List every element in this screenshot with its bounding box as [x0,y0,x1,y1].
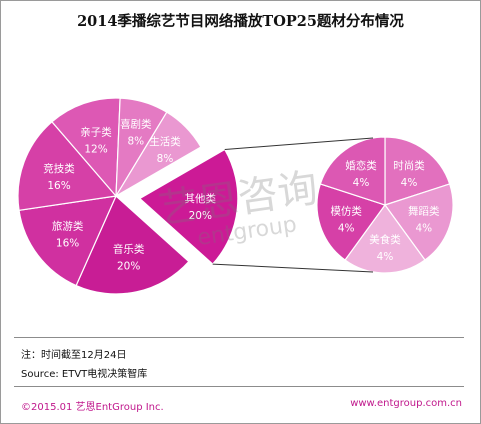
slice-value-main-0: 20% [189,210,212,222]
slice-label-main-2: 旅游类 [52,220,84,233]
detail-slice-3 [316,183,386,261]
main-slice-6 [115,111,202,197]
slice-label-detail-1: 舞蹈类 [408,205,440,218]
slice-label-detail-2: 美食类 [369,233,401,246]
detail-slice-1 [384,183,454,261]
slice-value-detail-3: 4% [338,223,355,235]
main-slice-0 [138,148,239,265]
slice-label-main-4: 亲子类 [80,126,112,139]
slice-labels: 其他类 20% 音乐类 20% 旅游类 16% 竞技类 16% 亲子类 12% 喜剧类 8% 生活类 8%… [43,117,440,272]
note-date: 注：时间截至12月24日 [21,350,127,361]
note-source: Source: ETVT电视决策智库 [21,369,148,380]
slice-label-main-6: 生活类 [149,135,181,148]
connector-lines [212,137,374,273]
detail-pie [316,136,454,274]
slice-value-main-5: 8% [127,135,144,147]
connector-bottom [212,263,374,273]
connector-top [224,137,374,151]
slice-label-detail-0: 时尚类 [393,159,425,172]
detail-slice-2 [344,203,426,274]
divider-bottom [14,386,464,387]
detail-slice-0 [384,136,451,206]
slice-label-main-1: 音乐类 [113,242,145,255]
detail-slice-4 [319,136,386,206]
footer-website: www.entgroup.com.cn [350,398,462,409]
divider-top [14,337,464,338]
main-slice-3 [17,120,118,212]
slice-value-detail-2: 4% [377,251,394,263]
slice-value-main-6: 8% [157,153,174,165]
slice-label-main-5: 喜剧类 [120,117,152,130]
main-pie [17,97,239,295]
chart-title: 2014季播综艺节目网络播放TOP25题材分布情况 [77,13,404,30]
slice-value-detail-4: 4% [353,177,370,189]
slice-value-main-2: 16% [56,238,79,250]
slice-value-main-4: 12% [84,144,107,156]
slice-value-main-1: 20% [117,260,140,272]
slice-value-detail-1: 4% [415,223,432,235]
slice-value-main-3: 16% [47,180,70,192]
slice-label-main-0: 其他类 [185,192,217,205]
footer-copyright: ©2015.01 艺恩EntGroup Inc. [21,402,164,413]
slice-value-detail-0: 4% [401,177,418,189]
slice-label-detail-3: 模仿类 [330,205,362,218]
main-slice-1 [75,195,190,295]
main-slice-2 [18,195,117,287]
slice-label-detail-4: 婚恋类 [345,159,377,172]
main-slice-4 [51,97,121,198]
slice-label-main-3: 竞技类 [43,162,75,175]
